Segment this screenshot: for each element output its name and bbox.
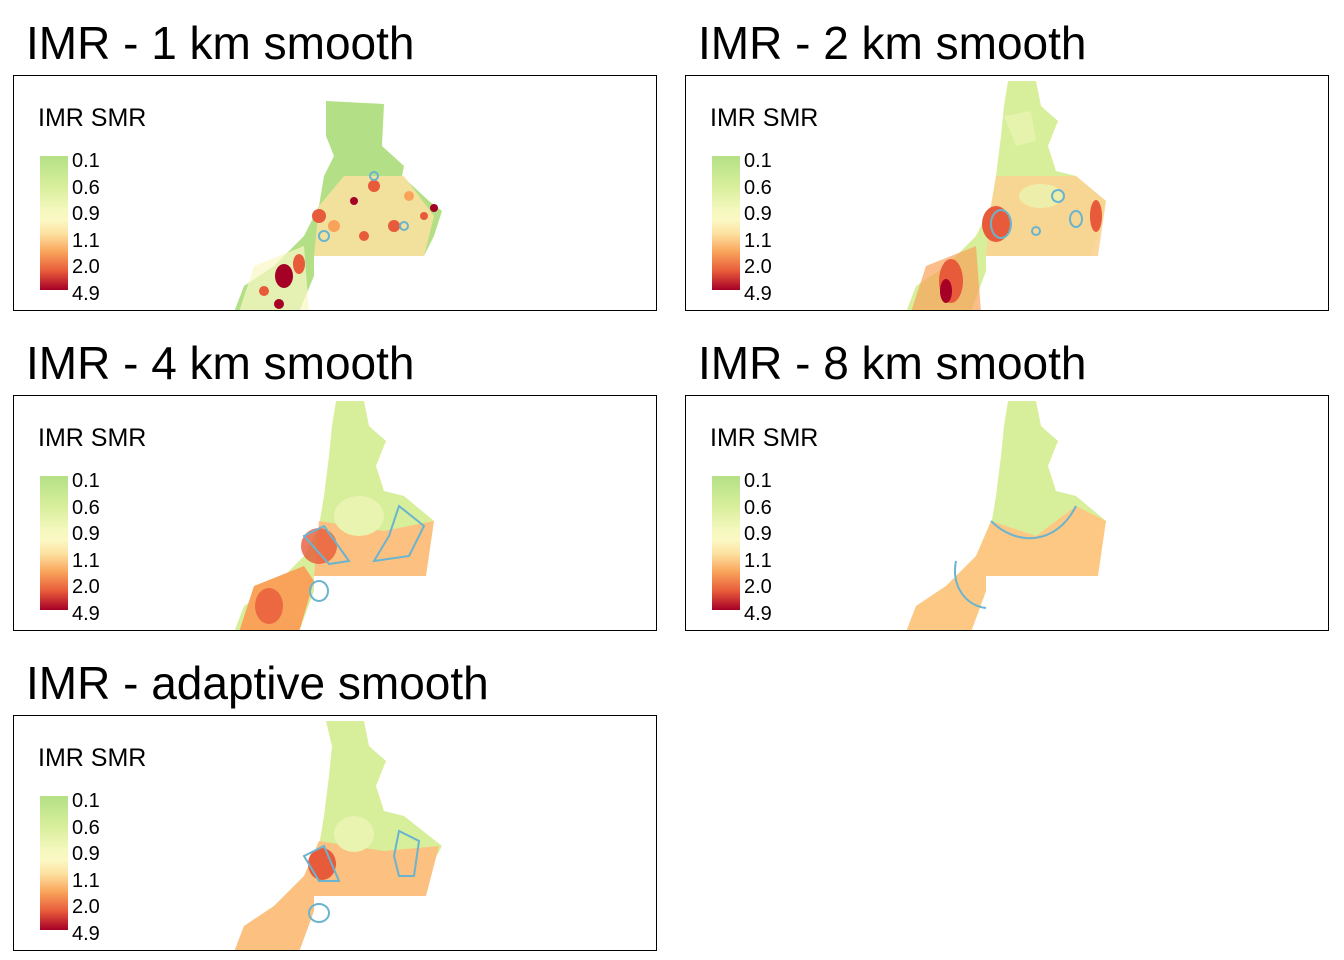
legend-tick: 2.0 (744, 576, 772, 598)
region-map-adaptive (234, 721, 442, 950)
panel-title-1km: IMR - 1 km smooth (26, 17, 415, 69)
legend-tick: 0.1 (72, 470, 100, 492)
legend-tick: 2.0 (72, 896, 100, 918)
legend-ticks: 0.1 0.6 0.9 1.1 2.0 4.9 (744, 148, 772, 307)
panel-title-8km: IMR - 8 km smooth (698, 337, 1087, 389)
region-map-4km (234, 401, 434, 630)
legend-ticks: 0.1 0.6 0.9 1.1 2.0 4.9 (744, 468, 772, 627)
legend-tick: 4.9 (744, 282, 772, 305)
legend-ticks: 0.1 0.6 0.9 1.1 2.0 4.9 (72, 468, 100, 627)
legend-tick: 0.1 (744, 150, 772, 172)
legend-title: IMR SMR (38, 104, 147, 132)
legend-tick: 0.6 (72, 816, 100, 839)
legend-tick: 0.9 (72, 843, 100, 865)
legend-tick: 1.1 (72, 229, 100, 252)
legend-color-bar (40, 796, 68, 930)
legend-tick: 0.9 (744, 523, 772, 545)
legend-title: IMR SMR (38, 424, 147, 452)
legend-tick: 0.9 (72, 523, 100, 545)
legend-tick: 0.6 (744, 496, 772, 519)
legend-ticks: 0.1 0.6 0.9 1.1 2.0 4.9 (72, 148, 100, 307)
map-panel-adaptive: IMR SMR 0.1 0.6 0.9 1.1 2.0 4.9 (13, 715, 657, 951)
legend-tick: 4.9 (72, 602, 100, 625)
region-map-8km (906, 401, 1106, 630)
legend-title: IMR SMR (38, 744, 147, 772)
legend-tick: 0.1 (744, 470, 772, 492)
map-panel-1km: IMR SMR 0.1 0.6 0.9 1.1 2.0 4.9 (13, 75, 657, 311)
legend-color-bar (40, 476, 68, 610)
legend-tick: 2.0 (72, 576, 100, 598)
legend-tick: 1.1 (72, 869, 100, 892)
legend-tick: 4.9 (744, 602, 772, 625)
legend-tick: 1.1 (744, 549, 772, 572)
legend-tick: 0.6 (72, 176, 100, 199)
map-panel-2km: IMR SMR 0.1 0.6 0.9 1.1 2.0 4.9 (685, 75, 1329, 311)
region-map-2km (906, 81, 1106, 310)
legend-color-bar (712, 156, 740, 290)
legend-tick: 2.0 (744, 256, 772, 278)
legend-ticks: 0.1 0.6 0.9 1.1 2.0 4.9 (72, 788, 100, 947)
legend-tick: 0.1 (72, 790, 100, 812)
legend-tick: 0.1 (72, 150, 100, 172)
legend-tick: 1.1 (72, 549, 100, 572)
legend-tick: 0.9 (72, 203, 100, 225)
panel-title-adaptive: IMR - adaptive smooth (26, 657, 489, 709)
panel-title-2km: IMR - 2 km smooth (698, 17, 1087, 69)
map-panel-8km: IMR SMR 0.1 0.6 0.9 1.1 2.0 4.9 (685, 395, 1329, 631)
legend-tick: 4.9 (72, 922, 100, 945)
legend-tick: 1.1 (744, 229, 772, 252)
legend-tick: 0.6 (744, 176, 772, 199)
map-panel-4km: IMR SMR 0.1 0.6 0.9 1.1 2.0 4.9 (13, 395, 657, 631)
region-map-1km (234, 101, 442, 310)
legend-color-bar (712, 476, 740, 610)
legend-title: IMR SMR (710, 424, 819, 452)
legend-tick: 0.9 (744, 203, 772, 225)
legend-tick: 2.0 (72, 256, 100, 278)
legend-color-bar (40, 156, 68, 290)
legend-tick: 4.9 (72, 282, 100, 305)
legend-tick: 0.6 (72, 496, 100, 519)
panel-title-4km: IMR - 4 km smooth (26, 337, 415, 389)
legend-title: IMR SMR (710, 104, 819, 132)
